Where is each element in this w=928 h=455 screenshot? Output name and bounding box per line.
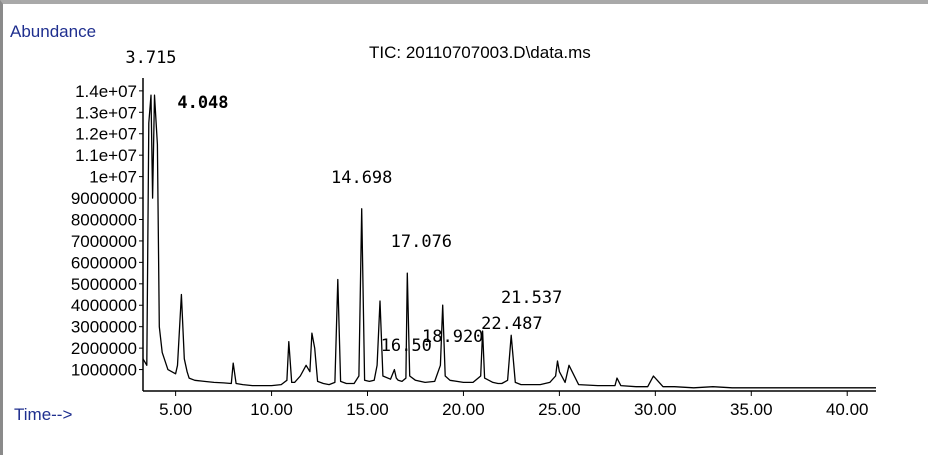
y-tick-label: 4000000 [71, 296, 137, 315]
y-tick-label: 8000000 [71, 210, 137, 229]
x-tick-label: 20.00 [442, 400, 485, 419]
y-tick-label: 1.4e+07 [75, 82, 137, 101]
y-tick-label: 2000000 [71, 339, 137, 358]
peak-label: 16.50 [381, 336, 432, 356]
y-tick-label: 1.1e+07 [75, 146, 137, 165]
x-tick-label: 30.00 [634, 400, 677, 419]
y-tick-label: 9000000 [71, 189, 137, 208]
y-tick-label: 1.3e+07 [75, 103, 137, 122]
peak-label: 18.920 [422, 327, 483, 347]
y-tick-label: 5000000 [71, 275, 137, 294]
x-axis-label: Time--> [14, 405, 73, 424]
y-tick-label: 1.2e+07 [75, 125, 137, 144]
x-tick-label: 35.00 [730, 400, 773, 419]
x-tick-label: 40.00 [826, 400, 869, 419]
peak-label: 3.715 [125, 48, 176, 68]
chart-title: TIC: 20110707003.D\data.ms [369, 43, 591, 62]
y-tick-label: 3000000 [71, 318, 137, 337]
y-tick-label: 7000000 [71, 232, 137, 251]
x-tick-label: 25.00 [538, 400, 581, 419]
y-tick-label: 1000000 [71, 361, 137, 380]
y-tick-label: 6000000 [71, 253, 137, 272]
x-tick-label: 15.00 [346, 400, 389, 419]
x-tick-label: 10.00 [250, 400, 293, 419]
y-axis-label: Abundance [10, 22, 97, 41]
y-tick-label: 1e+07 [89, 168, 137, 187]
peak-label: 21.537 [501, 288, 562, 308]
peak-label: 22.487 [481, 314, 542, 334]
peak-label: 17.076 [391, 232, 452, 252]
peak-label: 14.698 [331, 168, 392, 188]
peak-label: 4.048 [177, 93, 228, 113]
x-tick-label: 5.00 [159, 400, 192, 419]
tic-trace [142, 94, 876, 389]
